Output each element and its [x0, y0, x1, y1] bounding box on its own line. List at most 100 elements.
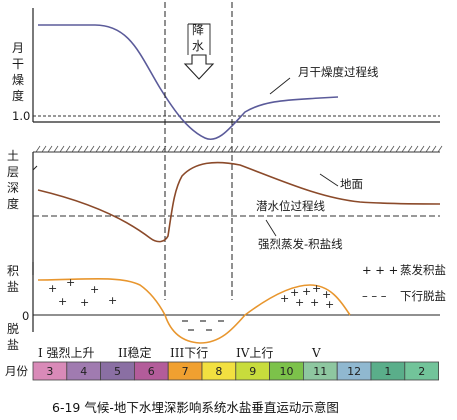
ground-hatch-mark — [353, 145, 359, 153]
stage-label: IV上行 — [236, 346, 273, 360]
month-number: 3 — [46, 365, 53, 378]
ground-hatch-mark — [113, 145, 119, 153]
month-axis-label: 月份 — [5, 364, 28, 378]
evap-line-pointer — [265, 219, 277, 237]
ground-hatch-mark — [341, 145, 347, 153]
depth-axis-label-1: 土 — [7, 149, 19, 163]
ground-hatch-mark — [173, 145, 179, 153]
month-number: 4 — [80, 365, 87, 378]
ground-hatch-mark — [311, 145, 317, 153]
ground-hatch-mark — [131, 145, 137, 153]
dryness-axis-label-3: 燥 — [12, 73, 24, 87]
ground-hatch-mark — [431, 145, 437, 153]
rain-label-1: 降 — [192, 23, 204, 37]
month-number: 6 — [148, 365, 155, 378]
svg-text:+: + — [80, 296, 89, 309]
dryness-axis-label-4: 度 — [12, 88, 24, 103]
ground-pointer — [319, 173, 339, 187]
month-number: 5 — [114, 365, 121, 378]
ground-hatch-mark — [281, 145, 287, 153]
stage-label: II稳定 — [118, 345, 151, 360]
ground-hatch-mark — [209, 145, 215, 153]
ground-hatch-mark — [359, 145, 365, 153]
ground-hatch-mark — [371, 145, 377, 153]
svg-text:+: + — [325, 298, 334, 311]
rain-indicator: 降 水 — [164, 2, 233, 300]
stage-labels: I 强烈上升 II稳定 III下行 IV上行 V — [38, 345, 321, 360]
salt-accum-curve-right — [244, 284, 351, 316]
rain-label-2: 水 — [192, 39, 204, 53]
svg-text:+: + — [90, 283, 99, 296]
svg-text:+: + — [310, 296, 319, 309]
svg-text:+: + — [302, 285, 311, 298]
ground-hatch-mark — [77, 145, 83, 153]
ground-hatch-mark — [239, 145, 245, 153]
svg-text:+: + — [280, 292, 289, 305]
ground-hatch-mark — [143, 145, 149, 153]
svg-text:+: + — [48, 282, 57, 295]
ground-hatch-mark — [41, 145, 47, 153]
ground-hatch-mark — [65, 145, 71, 153]
ground-label: 地面 — [340, 177, 363, 191]
ground-hatch-mark — [275, 145, 281, 153]
dryness-panel: 1.0 月 干 燥 度 月干燥度过程线 — [12, 8, 440, 141]
water-table-label: 潜水位过程线 — [256, 199, 325, 213]
month-bar: 月份 3 4 5 6 7 8 9 10 11 12 1 2 — [5, 361, 439, 381]
ground-hatch-mark — [71, 145, 77, 153]
ground-hatch-mark — [395, 145, 401, 153]
svg-text:+: + — [108, 294, 117, 307]
accumulation-plus-marks: + ++ + + + + + + + ++ + + — [48, 276, 334, 311]
ground-hatch-mark — [167, 145, 173, 153]
ground-hatch-mark — [425, 145, 431, 153]
ground-hatch-mark — [407, 145, 413, 153]
depth-axis-arrow-icon — [32, 165, 38, 216]
ground-hatch-mark — [317, 145, 323, 153]
ground-hatch-mark — [221, 145, 227, 153]
ground-hatch-mark — [215, 145, 221, 153]
ground-hatch-mark — [287, 145, 293, 153]
month-number: 7 — [182, 365, 189, 378]
month-number: 11 — [313, 365, 327, 378]
ground-hatch-mark — [203, 145, 209, 153]
leaching-dash-marks — [182, 320, 224, 331]
rain-frame — [187, 23, 211, 55]
month-number: 2 — [418, 365, 425, 378]
ground-hatch-mark — [419, 145, 425, 153]
ground-hatch-mark — [101, 145, 107, 153]
ground-hatch-mark — [83, 145, 89, 153]
ground-hatch-mark — [161, 145, 167, 153]
ground-hatch-mark — [107, 145, 113, 153]
salt-axis-top-1: 积 — [7, 264, 19, 278]
svg-text:+: + — [312, 282, 321, 295]
month-cells: 3 4 5 6 7 8 9 10 11 12 1 2 — [32, 361, 439, 381]
ground-hatch-mark — [401, 145, 407, 153]
dryness-curve-label: 月干燥度过程线 — [298, 65, 379, 79]
salt-axis-bottom-2: 盐 — [7, 338, 19, 352]
ground-hatch-mark — [125, 145, 131, 153]
ground-hatch-mark — [299, 145, 305, 153]
ground-hatch-mark — [383, 145, 389, 153]
ground-hatch-mark — [263, 145, 269, 153]
ground-hatch-mark — [413, 145, 419, 153]
dryness-axis-label-2: 干 — [12, 57, 24, 71]
ground-hatch-mark — [329, 145, 335, 153]
ground-hatch-mark — [269, 145, 275, 153]
legend-accumulation-symbol: + + + — [362, 263, 398, 277]
ground-hatch-mark — [191, 145, 197, 153]
month-number: 8 — [215, 365, 222, 378]
depth-axis-label-2: 层 — [7, 165, 19, 179]
ground-hatch-mark — [335, 145, 341, 153]
ground-hatch-mark — [227, 145, 233, 153]
legend-leaching-label: 下行脱盐 — [400, 289, 446, 303]
salt-axis-top-2: 盐 — [7, 280, 19, 294]
svg-text:+: + — [322, 288, 331, 301]
ground-hatch-mark — [185, 145, 191, 153]
dryness-axis-label-1: 月 — [12, 41, 24, 55]
ground-hatch-mark — [293, 145, 299, 153]
ground-hatch-mark — [47, 145, 53, 153]
month-number: 12 — [347, 365, 361, 378]
ground-hatch-mark — [323, 145, 329, 153]
ground-hatch-mark — [437, 145, 443, 153]
stage-label: III下行 — [170, 346, 208, 360]
ground-hatch-mark — [59, 145, 65, 153]
